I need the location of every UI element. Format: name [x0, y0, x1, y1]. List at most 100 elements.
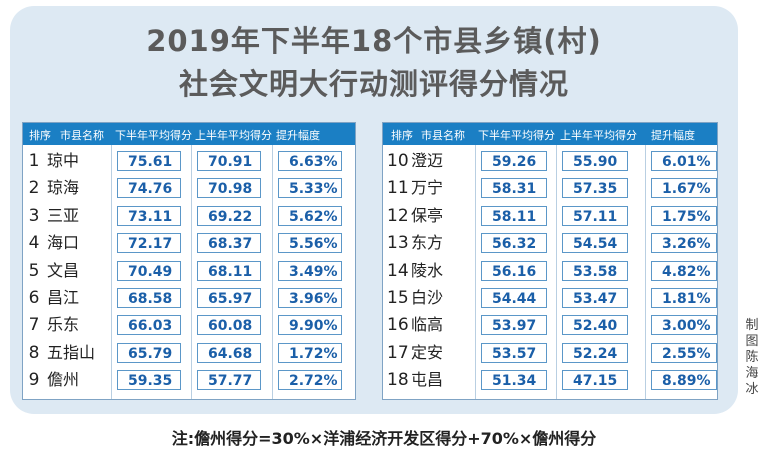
improve-cell: 1.75% [651, 205, 717, 226]
h2-score-cell: 72.17 [117, 233, 181, 254]
rank-cell: 9 [28, 370, 40, 391]
rank-cell: 7 [28, 315, 40, 336]
table-row: 13 东方 56.32 54.54 3.26% [383, 231, 717, 255]
city-name-cell: 陵水 [411, 260, 444, 280]
rank-cell: 15 [387, 288, 409, 308]
improve-cell: 1.81% [651, 288, 717, 308]
h1-score-cell: 52.24 [562, 342, 628, 363]
h2-score-cell: 74.76 [117, 178, 181, 199]
ranking-table-right: 排序 市县名称 下半年平均得分 上半年平均得分 提升幅度 10 澄迈 59.26 55… [382, 122, 718, 400]
h2-score-cell: 51.34 [481, 370, 547, 391]
rank-cell: 11 [387, 178, 409, 199]
column-divider [475, 145, 476, 399]
city-name-cell: 琼海 [47, 178, 80, 198]
city-name-cell: 海口 [47, 233, 80, 253]
header-h2-score: 下半年平均得分 [478, 129, 555, 142]
h2-score-cell: 73.11 [117, 205, 181, 226]
header-improve: 提升幅度 [651, 129, 695, 142]
h1-score-cell: 47.15 [562, 370, 628, 391]
city-name-cell: 三亚 [47, 205, 80, 225]
improve-cell: 2.72% [278, 370, 342, 391]
h2-score-cell: 75.61 [117, 151, 181, 171]
city-name-cell: 白沙 [411, 288, 444, 307]
h2-score-cell: 70.49 [117, 260, 181, 281]
improve-cell: 4.82% [651, 260, 717, 281]
h1-score-cell: 57.77 [197, 370, 261, 391]
table-row: 17 定安 53.57 52.24 2.55% [383, 341, 717, 365]
column-divider [556, 145, 557, 399]
table-header: 排序 市县名称 下半年平均得分 上半年平均得分 提升幅度 [23, 123, 355, 145]
footnote: 注:儋州得分=30%×洋浦经济开发区得分+70%×儋州得分 [171, 429, 597, 448]
city-name-cell: 琼中 [47, 151, 80, 170]
city-name-cell: 保亭 [411, 205, 444, 225]
rank-cell: 10 [387, 151, 409, 171]
h2-score-cell: 54.44 [481, 288, 547, 308]
improve-cell: 1.67% [651, 178, 717, 199]
header-rank: 排序 [391, 129, 413, 142]
improve-cell: 3.49% [278, 260, 342, 281]
h1-score-cell: 70.98 [197, 178, 261, 199]
page-title: 2019年下半年18个市县乡镇(村) [146, 24, 602, 58]
improve-cell: 6.01% [651, 151, 717, 171]
city-name-cell: 定安 [411, 342, 444, 362]
city-name-cell: 五指山 [47, 342, 96, 362]
h2-score-cell: 59.26 [481, 151, 547, 171]
table-row: 1 琼中 75.61 70.91 6.63% [23, 149, 355, 173]
table-row: 16 临高 53.97 52.40 3.00% [383, 313, 717, 337]
city-name-cell: 乐东 [47, 315, 80, 335]
h2-score-cell: 66.03 [117, 315, 181, 336]
h1-score-cell: 64.68 [197, 342, 261, 363]
h1-score-cell: 60.08 [197, 315, 261, 336]
column-divider [272, 145, 273, 399]
h1-score-cell: 57.35 [562, 178, 628, 199]
city-name-cell: 东方 [411, 233, 444, 253]
header-improve: 提升幅度 [276, 129, 320, 142]
h2-score-cell: 68.58 [117, 288, 181, 308]
rank-cell: 18 [387, 370, 409, 391]
h1-score-cell: 68.11 [197, 260, 261, 281]
h2-score-cell: 53.97 [481, 315, 547, 336]
rank-cell: 14 [387, 260, 409, 281]
improve-cell: 5.56% [278, 233, 342, 254]
improve-cell: 3.00% [651, 315, 717, 336]
h1-score-cell: 53.47 [562, 288, 628, 308]
rank-cell: 4 [28, 233, 40, 254]
table-row: 3 三亚 73.11 69.22 5.62% [23, 204, 355, 228]
table-row: 11 万宁 58.31 57.35 1.67% [383, 176, 717, 200]
table-row: 5 文昌 70.49 68.11 3.49% [23, 259, 355, 283]
table-header: 排序 市县名称 下半年平均得分 上半年平均得分 提升幅度 [383, 123, 717, 145]
header-name: 市县名称 [60, 129, 104, 142]
rank-cell: 5 [28, 260, 40, 281]
h2-score-cell: 58.11 [481, 205, 547, 226]
table-row: 15 白沙 54.44 53.47 1.81% [383, 286, 717, 310]
column-divider [645, 145, 646, 399]
city-name-cell: 万宁 [411, 178, 444, 198]
h2-score-cell: 65.79 [117, 342, 181, 363]
improve-cell: 9.90% [278, 315, 342, 336]
improve-cell: 5.33% [278, 178, 342, 199]
rank-cell: 1 [28, 151, 40, 171]
improve-cell: 5.62% [278, 205, 342, 226]
rank-cell: 17 [387, 342, 409, 363]
column-divider [111, 145, 112, 399]
table-row: 8 五指山 65.79 64.68 1.72% [23, 341, 355, 365]
h2-score-cell: 56.32 [481, 233, 547, 254]
h1-score-cell: 55.90 [562, 151, 628, 171]
h1-score-cell: 68.37 [197, 233, 261, 254]
rank-cell: 3 [28, 205, 40, 226]
table-row: 12 保亭 58.11 57.11 1.75% [383, 204, 717, 228]
h1-score-cell: 52.40 [562, 315, 628, 336]
h1-score-cell: 57.11 [562, 205, 628, 226]
header-h1-score: 上半年平均得分 [195, 129, 272, 142]
city-name-cell: 临高 [411, 315, 444, 335]
page-subtitle: 社会文明大行动测评得分情况 [178, 67, 569, 101]
h2-score-cell: 59.35 [117, 370, 181, 391]
ranking-table-left: 排序 市县名称 下半年平均得分 上半年平均得分 提升幅度 1 琼中 75.61 70.… [22, 122, 356, 400]
h1-score-cell: 65.97 [197, 288, 261, 308]
column-divider [191, 145, 192, 399]
credit: 制图陈海冰 [745, 318, 759, 397]
h2-score-cell: 58.31 [481, 178, 547, 199]
improve-cell: 8.89% [651, 370, 717, 391]
h2-score-cell: 53.57 [481, 342, 547, 363]
h1-score-cell: 53.58 [562, 260, 628, 281]
